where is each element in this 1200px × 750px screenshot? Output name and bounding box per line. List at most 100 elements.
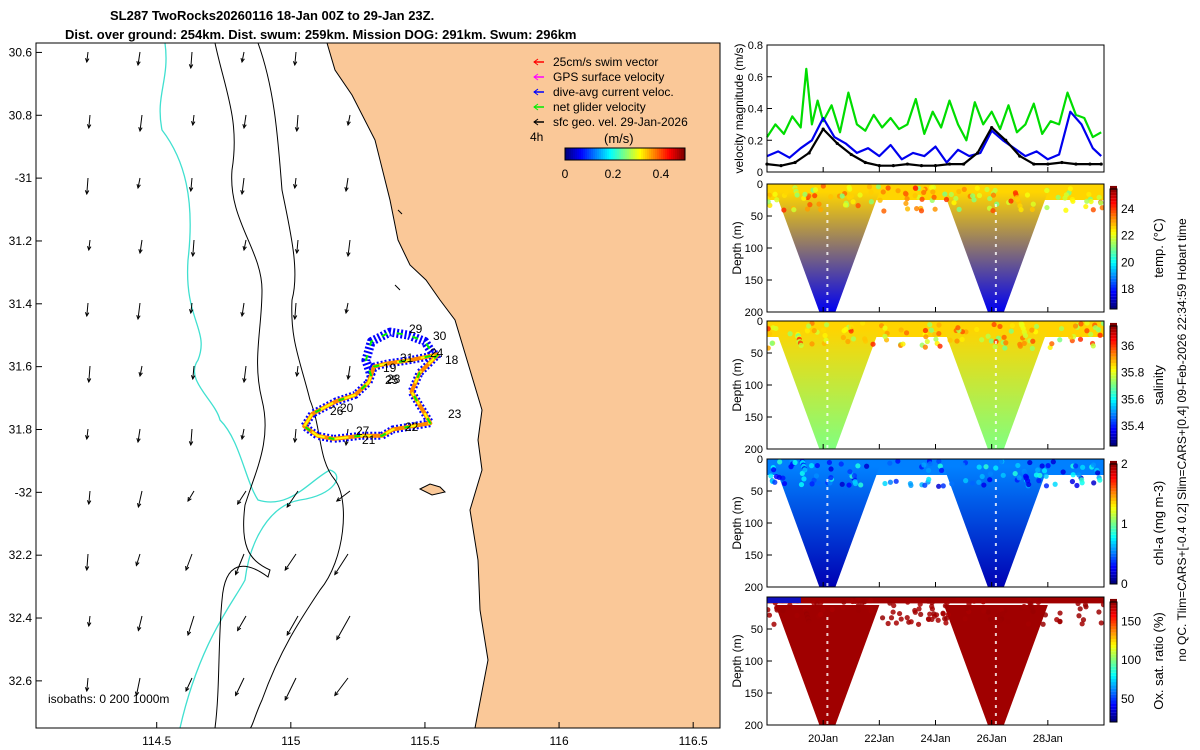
day-label-24: 24 [430,346,444,360]
map-y-tick-label: 32.2 [9,548,33,562]
quiver-arrowhead [344,187,349,193]
quiver-arrowhead [286,630,291,636]
colorbar-cell [1110,269,1117,273]
time-tick-label: 20Jan [808,733,838,745]
quiver-arrowhead [84,190,90,196]
quiver-arrowhead [344,441,349,447]
section-sample [943,196,950,203]
colorbar-cell [629,148,632,160]
isobath-1000-line [214,43,271,728]
colorbar-cell [1110,272,1117,276]
section-sample [812,193,818,199]
section-sample [767,612,773,618]
section-sample [922,327,929,334]
colorbar-cell [1110,672,1117,676]
colorbar-cell [1110,528,1117,532]
colorbar-cell [1110,229,1117,233]
section-sample [879,615,886,621]
colorbar-cell [593,148,596,160]
colorbar-cell [1110,605,1117,609]
colorbar-cell [1110,663,1117,667]
quiver-arrow [336,490,351,502]
colorbar-cell [1110,598,1117,603]
section-sample [868,598,874,604]
colorbar-cell [613,148,616,160]
colorbar-cell [1110,540,1117,545]
velocity-series-point [1088,162,1092,166]
section-sample [1000,611,1006,617]
section-sample [1033,472,1040,478]
velocity-series-point [1046,162,1050,166]
quiver-arrowhead [84,566,90,572]
day-label-27: 27 [356,424,370,438]
section-sample [918,208,925,214]
section-sample [1040,621,1046,627]
section-sample [887,460,893,466]
section-sample [847,469,853,475]
colorbar-cell [1110,525,1117,529]
velocity-series-line [766,110,1102,164]
colorbar-cell [1110,302,1117,307]
colorbar-cell [1110,372,1117,376]
section-sample [839,193,845,199]
colorbar-cell [679,148,682,160]
section-sample [997,323,1003,330]
quiver-arrow [187,615,195,636]
section-y-tick-label: 200 [745,582,763,594]
colorbar-cell [1110,608,1117,612]
section-sample [816,480,822,486]
colorbar-cell [683,148,686,160]
quiver-arrow [137,428,141,443]
velocity-series-point [1018,154,1022,158]
quiver-arrowhead [190,252,196,258]
section-sample [997,617,1003,624]
section-sample [781,480,788,487]
colorbar-cell [607,148,610,160]
section-sample [808,463,815,469]
colorbar-tick-label: 24 [1121,202,1135,216]
quiver-arrow [192,239,195,257]
colorbar-cell [1110,473,1117,477]
section-sample [923,334,929,340]
quiver-arrow [347,239,351,257]
section-y-label: Depth (m) [730,358,744,411]
section-sample [1057,610,1063,616]
colorbar-cell [1110,350,1117,354]
section-y-tick-label: 50 [751,486,763,498]
colorbar-cell [1110,544,1117,548]
quiver-arrow [334,677,349,696]
section-sample [820,184,826,189]
colorbar-cell [1110,547,1117,551]
land-area [326,43,720,728]
section-sample [936,459,942,464]
time-tick-label: 22Jan [864,733,894,745]
colorbar-cell [1110,706,1117,710]
colorbar-cell [1110,213,1117,217]
quiver-arrowhead [334,570,339,576]
section-sample [826,459,833,466]
section-sample [1090,462,1097,468]
map-y-tick-label: 30.8 [9,108,33,122]
section-sample [1097,477,1103,483]
colorbar-cell [595,148,598,160]
section-sample [938,467,945,473]
colorbar-cell [571,148,574,160]
colorbar-cell [1110,623,1117,627]
quiver-arrow [241,428,245,440]
section-sample [919,196,925,202]
colorbar-cell [1110,648,1117,652]
section-sample [953,195,959,202]
section-sample [811,328,817,334]
section-sample [955,597,961,603]
section-sample [912,185,918,191]
section-sample [794,192,800,198]
quiver-arrow [86,428,89,440]
colorbar-cell [1110,718,1117,723]
colorbar-frame [1109,463,1118,585]
colorbar-cell [1110,497,1117,502]
colorbar-cell [615,148,618,160]
section-sample [1096,194,1102,201]
colorbar-cell [589,148,592,160]
colorbar-cell [1110,326,1117,330]
colorbar-cell [1110,356,1117,360]
